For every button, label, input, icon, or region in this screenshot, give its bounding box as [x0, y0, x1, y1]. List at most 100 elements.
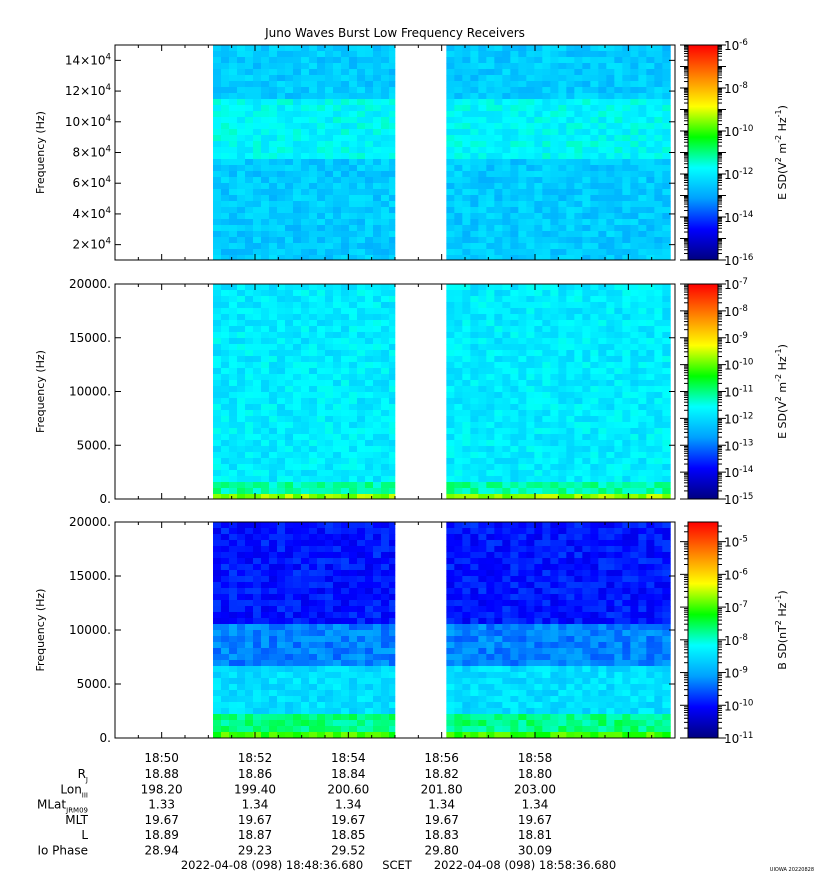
y-tick-label: 15000.: [69, 331, 111, 345]
ephemeris-value: 29.52: [331, 844, 365, 858]
colorbar-tick-label: 10-14: [724, 465, 753, 480]
y-tick-label: 0.: [100, 492, 111, 506]
footer-end-time: 2022-04-08 (098) 18:58:36.680: [434, 858, 616, 872]
ephemeris-value: 1.34: [428, 798, 455, 812]
ephemeris-value: 18.86: [238, 767, 272, 781]
footer-scet: SCET: [382, 858, 413, 872]
y-axis-label: Frequency (Hz): [34, 589, 47, 672]
spectrogram-data-block: [446, 284, 670, 499]
spectrogram-data-block: [213, 522, 395, 738]
ephemeris-value: 18.88: [144, 767, 178, 781]
colorbar-tick-label: 10-13: [724, 438, 753, 453]
x-tick-label: 18:56: [424, 751, 459, 765]
ephemeris-value: 1.34: [335, 798, 362, 812]
ephemeris-label: Io Phase: [37, 844, 88, 858]
y-tick-label: 8×104: [73, 145, 111, 160]
y-tick-label: 10000.: [69, 623, 111, 637]
ephemeris-value: 29.23: [238, 844, 272, 858]
ephemeris-value: 18.87: [238, 828, 272, 842]
x-tick-label: 18:58: [518, 751, 553, 765]
ephemeris-value: 30.09: [518, 844, 552, 858]
colorbar-tick-label: 10-10: [724, 124, 753, 139]
spectrogram-data-block: [446, 522, 670, 738]
y-tick-label: 6×104: [73, 175, 111, 190]
ephemeris-value: 18.80: [518, 767, 552, 781]
footer-start-time: 2022-04-08 (098) 18:48:36.680: [181, 858, 363, 872]
colorbar: [688, 522, 718, 738]
y-tick-label: 4×104: [73, 206, 111, 221]
y-axis-label: Frequency (Hz): [34, 111, 47, 194]
colorbar-label: E SD(V2 m-2 Hz-1): [774, 344, 789, 439]
colorbar-tick-label: 10-11: [724, 385, 753, 400]
ephemeris-value: 1.34: [522, 798, 549, 812]
ephemeris-value: 18.85: [331, 828, 365, 842]
ephemeris-value: 29.80: [424, 844, 458, 858]
colorbar: [688, 284, 718, 499]
ephemeris-value: 28.94: [144, 844, 178, 858]
colorbar-tick-label: 10-9: [724, 666, 748, 681]
y-axis-label: Frequency (Hz): [34, 350, 47, 433]
ephemeris-label: L: [81, 828, 88, 842]
colorbar-tick-label: 10-8: [724, 633, 748, 648]
colorbar-tick-label: 10-10: [724, 358, 753, 373]
spectrogram-data-block: [213, 45, 395, 260]
ephemeris-value: 18.89: [144, 828, 178, 842]
ephemeris-label: MLT: [65, 813, 88, 827]
ephemeris-value: 19.67: [238, 813, 272, 827]
x-tick-label: 18:54: [331, 751, 366, 765]
colorbar-tick-label: 10-7: [724, 277, 748, 292]
ephemeris-value: 1.33: [148, 798, 175, 812]
spectrogram-panel-3: 0. 5000. 10000. 15000. 20000. Frequency (Hz) 1…: [34, 515, 789, 746]
y-tick-label: 14×104: [65, 52, 111, 67]
ephemeris-value: 18.84: [331, 767, 365, 781]
spectrogram-data-block: [446, 45, 670, 260]
colorbar-tick-label: 10-8: [724, 304, 748, 319]
ephemeris-value: 198.20: [141, 782, 183, 796]
ephemeris-value: 1.34: [242, 798, 269, 812]
ephemeris-value: 199.40: [234, 782, 276, 796]
colorbar-tick-label: 10-11: [724, 731, 753, 746]
ephemeris-value: 203.00: [514, 782, 556, 796]
y-tick-label: 15000.: [69, 569, 111, 583]
colorbar: [688, 45, 718, 260]
y-tick-label: 10×104: [65, 114, 111, 129]
y-tick-label: 5000.: [77, 677, 111, 691]
ephemeris-value: 18.81: [518, 828, 552, 842]
spectrogram-data-block: [213, 284, 395, 499]
y-tick-label: 20000.: [69, 515, 111, 529]
colorbar-tick-label: 10-5: [724, 535, 748, 550]
x-tick-label: 18:52: [238, 751, 273, 765]
colorbar-label: E SD(V2 m-2 Hz-1): [774, 105, 789, 200]
ephemeris-value: 19.67: [144, 813, 178, 827]
ephemeris-value: 18.82: [424, 767, 458, 781]
x-tick-label: 18:50: [144, 751, 179, 765]
spectrogram-panel-1: 2×104 4×104 6×104 8×104 10×104 12×104 14×104 Fr…: [34, 38, 789, 268]
colorbar-label: B SD(nT2 Hz-1): [774, 590, 789, 669]
ephemeris-value: 19.67: [518, 813, 552, 827]
colorbar-tick-label: 10-12: [724, 411, 753, 426]
colorbar-tick-label: 10-7: [724, 600, 748, 615]
colorbar-tick-label: 10-10: [724, 698, 753, 713]
spectrogram-panel-2: 0. 5000. 10000. 15000. 20000. Frequency (Hz) 1…: [34, 277, 789, 507]
colorbar-tick-label: 10-14: [724, 210, 753, 225]
colorbar-tick-label: 10-16: [724, 253, 753, 268]
colorbar-tick-label: 10-12: [724, 167, 753, 182]
footer-credit: UIOWA 20220828: [770, 867, 814, 873]
y-tick-label: 12×104: [65, 83, 111, 98]
colorbar-tick-label: 10-9: [724, 331, 748, 346]
ephemeris-value: 19.67: [424, 813, 458, 827]
y-tick-label: 10000.: [69, 385, 111, 399]
y-tick-label: 5000.: [77, 438, 111, 452]
chart-title: Juno Waves Burst Low Frequency Receivers: [264, 26, 525, 40]
y-tick-label: 2×104: [73, 237, 111, 252]
y-tick-label: 0.: [100, 731, 111, 745]
ephemeris-value: 18.83: [424, 828, 458, 842]
ephemeris-value: 200.60: [327, 782, 369, 796]
colorbar-tick-label: 10-6: [724, 38, 748, 53]
colorbar-tick-label: 10-6: [724, 567, 748, 582]
colorbar-tick-label: 10-8: [724, 81, 748, 96]
ephemeris-value: 19.67: [331, 813, 365, 827]
y-tick-label: 20000.: [69, 277, 111, 291]
colorbar-tick-label: 10-15: [724, 492, 753, 507]
